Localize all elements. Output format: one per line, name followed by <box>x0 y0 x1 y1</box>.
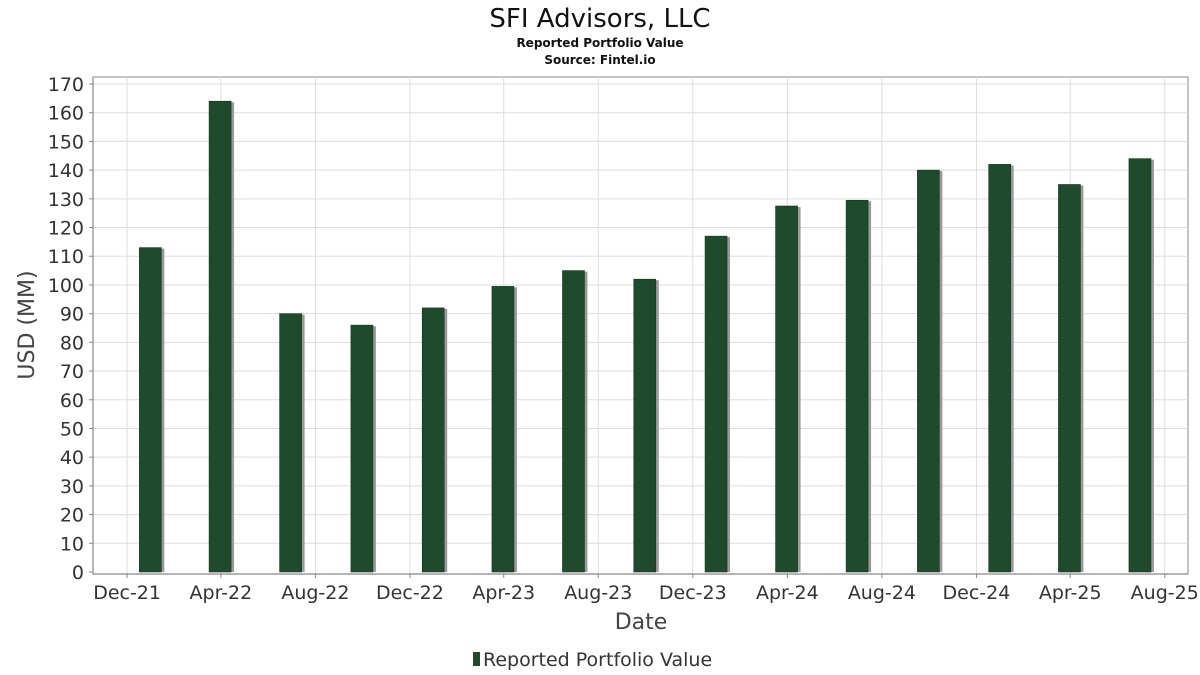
y-tick-label: 50 <box>60 418 84 440</box>
y-tick-label: 10 <box>60 533 84 555</box>
y-tick-label: 40 <box>60 447 84 469</box>
y-tick-label: 100 <box>48 275 84 297</box>
y-tick-label: 20 <box>60 505 84 527</box>
y-tick-label: 70 <box>60 361 84 383</box>
bar <box>704 235 728 573</box>
y-tick-label: 150 <box>48 131 84 153</box>
chart-subtitle: Reported Portfolio Value <box>516 36 683 50</box>
y-tick-label: 140 <box>48 160 84 182</box>
y-tick-label: 90 <box>60 304 84 326</box>
x-tick-label: Aug-24 <box>848 582 916 604</box>
legend: Reported Portfolio Value <box>473 649 712 671</box>
bar <box>279 313 302 573</box>
bar <box>208 100 232 573</box>
x-tick-label: Apr-25 <box>1039 582 1102 604</box>
chart-title: SFI Advisors, LLC <box>489 4 710 34</box>
bar <box>139 247 162 573</box>
y-axis-label: USD (MM) <box>15 270 40 379</box>
bar <box>1058 184 1081 573</box>
bar <box>988 164 1011 573</box>
bar <box>421 307 445 573</box>
bar <box>562 270 585 573</box>
x-tick-label: Aug-22 <box>281 582 349 604</box>
bar <box>845 199 869 573</box>
x-tick-label: Apr-24 <box>756 582 819 604</box>
x-tick-label: Dec-23 <box>659 582 727 604</box>
y-tick-label: 0 <box>72 562 84 584</box>
bar <box>917 169 940 573</box>
legend-label: Reported Portfolio Value <box>483 649 712 671</box>
x-tick-label: Dec-24 <box>943 582 1011 604</box>
x-tick-label: Aug-25 <box>1131 582 1199 604</box>
legend-swatch <box>473 652 480 666</box>
y-tick-label: 170 <box>48 74 84 96</box>
y-tick-label: 120 <box>48 218 84 240</box>
bar <box>775 205 798 573</box>
x-axis-label: Date <box>615 610 668 635</box>
x-tick-label: Apr-23 <box>472 582 535 604</box>
y-tick-label: 130 <box>48 189 84 211</box>
y-tick-label: 110 <box>48 246 84 268</box>
bar <box>633 278 657 573</box>
x-tick-label: Aug-23 <box>564 582 632 604</box>
y-tick-label: 80 <box>60 332 84 354</box>
y-tick-label: 160 <box>48 103 84 125</box>
x-tick-label: Dec-22 <box>376 582 444 604</box>
y-tick-label: 30 <box>60 476 84 498</box>
chart-source: Source: Fintel.io <box>544 53 655 67</box>
bar <box>491 286 515 573</box>
x-tick-label: Apr-22 <box>190 582 253 604</box>
bar <box>350 324 374 573</box>
y-tick-labels: 0 10 20 30 40 50 60 70 80 90 100 110 120 130 140 150 160… <box>48 74 84 584</box>
x-tick-labels: Dec-21 Apr-22 Aug-22 Dec-22 Apr-23 Aug-23 Dec-… <box>93 582 1199 604</box>
y-tick-label: 60 <box>60 390 84 412</box>
x-tick-label: Dec-21 <box>93 582 161 604</box>
bar <box>1128 158 1152 573</box>
axes <box>89 77 1188 578</box>
bars <box>139 100 1154 573</box>
